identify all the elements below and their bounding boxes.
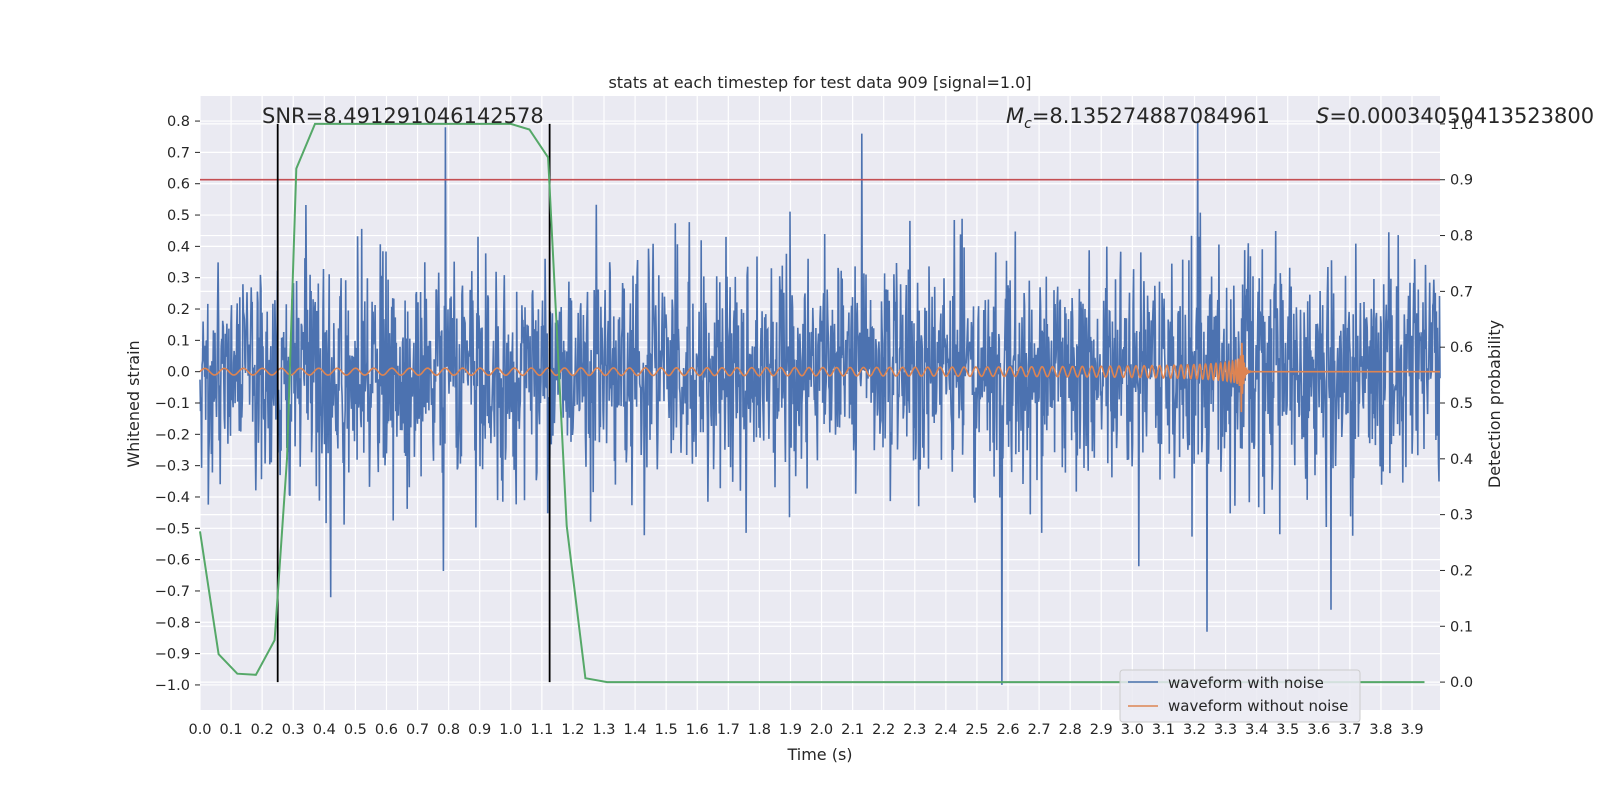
y2-tick-labels: 1.0 0.9 0.8 0.7 0.6 0.5 0.4 0.3 0.2 0.1 0.0: [1440, 117, 1473, 691]
y-tick-label: 0.2: [167, 302, 190, 318]
series-detection-probability: [199, 122, 1425, 684]
y2-tick-label: 0.8: [1450, 229, 1473, 245]
y2-tick-label: 0.6: [1450, 340, 1473, 356]
y-tick-label: −0.2: [155, 427, 190, 443]
x-tick-label: 1.0: [499, 722, 522, 738]
x-tick-label: 3.7: [1338, 722, 1361, 738]
y2-tick-label: 0.2: [1450, 563, 1473, 579]
x-tick-label: 1.3: [592, 722, 615, 738]
x-tick-label: 1.7: [717, 722, 740, 738]
mc-symbol: M: [1006, 104, 1024, 128]
x-tick-label: 0.0: [188, 722, 211, 738]
x-tick-label: 3.5: [1276, 722, 1299, 738]
s-annotation: S=0.00034050413523800: [1316, 104, 1594, 128]
x-tick-label: 0.9: [468, 722, 491, 738]
mc-annotation: Mc=8.135274887084961: [1006, 104, 1270, 132]
x-tick-label: 1.2: [561, 722, 584, 738]
y-tick-label: −0.6: [155, 553, 190, 569]
x-tick-label: 3.2: [1183, 722, 1206, 738]
y-tick-label: −0.5: [155, 521, 190, 537]
x-tick-label: 3.9: [1400, 722, 1423, 738]
y-tick-label: 0.7: [167, 145, 190, 161]
y2-tick-label: 1.0: [1450, 117, 1473, 133]
y-tick-label: 0.5: [167, 208, 190, 224]
y-tick-label: 0.0: [167, 365, 190, 381]
x-tick-label: 0.8: [437, 722, 460, 738]
legend-box: [1119, 669, 1361, 723]
x-tick-label: 1.1: [530, 722, 553, 738]
y-tick-label: −1.0: [155, 678, 190, 694]
x-tick-label: 0.6: [375, 722, 398, 738]
s-value: =0.00034050413523800: [1329, 104, 1594, 128]
y-tick-label: −0.7: [155, 584, 190, 600]
y2-tick-label: 0.5: [1450, 396, 1473, 412]
x-tick-label: 0.3: [282, 722, 305, 738]
y-tick-label: −0.3: [155, 459, 190, 475]
legend-label-noise: waveform with noise: [1168, 674, 1324, 692]
x-tick-label: 0.2: [251, 722, 274, 738]
y-tick-label: −0.1: [155, 396, 190, 412]
y-tick-label: 0.8: [167, 114, 190, 130]
x-tick-label: 2.7: [1028, 722, 1051, 738]
x-tick-label: 1.9: [779, 722, 802, 738]
y2-tick-label: 0.3: [1450, 508, 1473, 524]
x-tick-label: 2.1: [841, 722, 864, 738]
x-tick-label: 0.5: [344, 722, 367, 738]
x-tick-label: 1.8: [748, 722, 771, 738]
snr-annotation: SNR=8.491291046142578: [262, 104, 544, 128]
series-waveform-without-noise: [199, 342, 1440, 413]
mc-value: =8.135274887084961: [1032, 104, 1270, 128]
x-tick-label: 2.2: [872, 722, 895, 738]
y-tick-label: 0.4: [167, 239, 190, 255]
y2-tick-label: 0.1: [1450, 619, 1473, 635]
series-layer: [199, 121, 1441, 685]
x-tick-label: 2.5: [965, 722, 988, 738]
y-tick-label: −0.8: [155, 615, 190, 631]
x-tick-label: 3.6: [1307, 722, 1330, 738]
chart-title: stats at each timestep for test data 909…: [608, 73, 1031, 92]
x-tick-label: 0.4: [313, 722, 336, 738]
s-symbol: S: [1316, 104, 1329, 128]
x-tick-label: 2.3: [903, 722, 926, 738]
x-tick-label: 3.0: [1121, 722, 1144, 738]
x-tick-label: 2.0: [810, 722, 833, 738]
x-tick-label: 3.3: [1214, 722, 1237, 738]
x-tick-label: 3.1: [1152, 722, 1175, 738]
y2-tick-label: 0.7: [1450, 284, 1473, 300]
x-tick-label: 2.4: [934, 722, 957, 738]
series-waveform-with-noise: [199, 121, 1441, 685]
y-tick-label: 0.6: [167, 177, 190, 193]
x-tick-label: 3.8: [1369, 722, 1392, 738]
y2-axis-label: Detection probability: [1485, 320, 1504, 488]
y-tick-labels: 0.8 0.7 0.6 0.5 0.4 0.3 0.2 0.1 0.0 −0.1 −0.2 −0.3 −…: [155, 114, 200, 694]
x-tick-label: 0.1: [220, 722, 243, 738]
mc-subscript: c: [1024, 116, 1032, 132]
legend-label-clean: waveform without noise: [1168, 697, 1348, 715]
y2-tick-label: 0.4: [1450, 452, 1473, 468]
x-tick-label: 2.9: [1090, 722, 1113, 738]
y2-tick-label: 0.9: [1450, 173, 1473, 189]
x-tick-label: 2.8: [1059, 722, 1082, 738]
y-axis-label: Whitened strain: [124, 340, 143, 467]
x-axis-label: Time (s): [786, 745, 852, 764]
y-tick-label: 0.1: [167, 333, 190, 349]
x-tick-label: 0.7: [406, 722, 429, 738]
x-tick-label: 2.6: [996, 722, 1019, 738]
x-tick-label: 3.4: [1245, 722, 1268, 738]
y-tick-label: −0.4: [155, 490, 190, 506]
x-tick-label: 1.6: [686, 722, 709, 738]
y-tick-label: −0.9: [155, 647, 190, 663]
y-tick-label: 0.3: [167, 271, 190, 287]
x-tick-label: 1.5: [655, 722, 678, 738]
x-tick-labels: 0.0 0.1 0.2 0.3 0.4 0.5 0.6 0.7 0.8 0.9 1.0 1.1 1.2 1…: [188, 722, 1423, 738]
y2-tick-label: 0.0: [1450, 675, 1473, 691]
x-tick-label: 1.4: [624, 722, 647, 738]
legend: waveform with noise waveform without noi…: [1119, 669, 1361, 723]
